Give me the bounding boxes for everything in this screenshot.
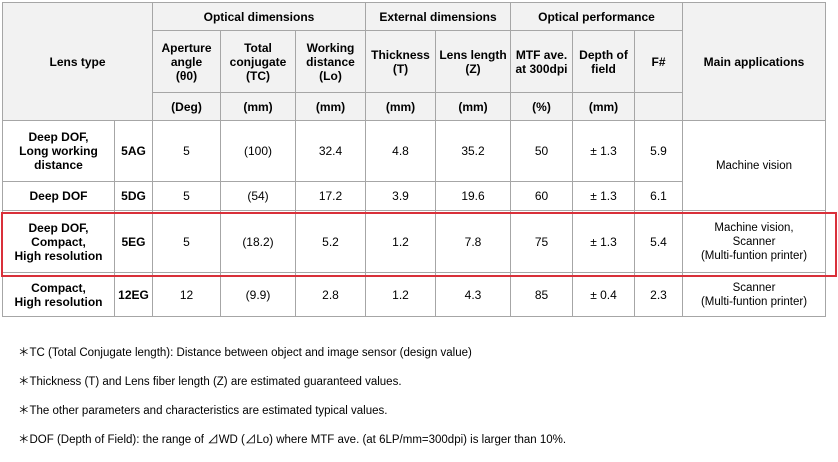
note-dof: ＊DOF (Depth of Field): the range of ⊿WD … (18, 434, 567, 446)
thickness-value: 4.8 (365, 120, 436, 182)
f-value: 5.9 (634, 120, 683, 182)
unit-mtf: (%) (510, 92, 573, 121)
optical-performance-header: Optical performance (510, 2, 683, 31)
note-thickness: ＊Thickness (T) and Lens fiber length (Z)… (18, 376, 402, 388)
length-value: 35.2 (435, 120, 511, 182)
tc-value: (54) (220, 181, 296, 211)
application-scanner: Scanner (Multi-funtion printer) (682, 272, 826, 317)
application-machine-vision: Machine vision (682, 120, 826, 211)
mtf-value: 60 (510, 181, 573, 211)
tc-value: (18.2) (220, 210, 296, 273)
dof-value: ± 0.4 (572, 272, 635, 317)
lens-name: Compact, High resolution (2, 272, 115, 317)
aperture-value: 5 (152, 210, 221, 273)
table-row: Deep DOF 5DG 5 (54) 17.2 3.9 19.6 60 ± 1… (2, 181, 826, 211)
lens-code: 5DG (114, 181, 153, 211)
tc-value: (9.9) (220, 272, 296, 317)
lens-length-header: Lens length (Z) (435, 30, 511, 93)
thickness-header: Thickness (T) (365, 30, 436, 93)
f-value: 2.3 (634, 272, 683, 317)
working-distance-header: Working distance (Lo) (295, 30, 366, 93)
wd-value: 5.2 (295, 210, 366, 273)
wd-value: 32.4 (295, 120, 366, 182)
unit-wd: (mm) (295, 92, 366, 121)
depth-of-field-header: Depth of field (572, 30, 635, 93)
unit-length: (mm) (435, 92, 511, 121)
lens-type-header: Lens type (2, 2, 153, 121)
lens-spec-table-sheet: Lens type Optical dimensions External di… (2, 2, 826, 317)
lens-code: 5AG (114, 120, 153, 182)
lens-name: Deep DOF, Compact, High resolution (2, 210, 115, 273)
length-value: 19.6 (435, 181, 511, 211)
aperture-value: 5 (152, 120, 221, 182)
wd-value: 2.8 (295, 272, 366, 317)
lens-name: Deep DOF, Long working distance (2, 120, 115, 182)
dof-value: ± 1.3 (572, 120, 635, 182)
unit-aperture: (Deg) (152, 92, 221, 121)
table-row: Compact, High resolution 12EG 12 (9.9) 2.… (2, 272, 826, 317)
note-typical-values: ＊The other parameters and characteristic… (18, 405, 388, 417)
f-value: 6.1 (634, 181, 683, 211)
lens-code: 12EG (114, 272, 153, 317)
mtf-value: 85 (510, 272, 573, 317)
f-value: 5.4 (634, 210, 683, 273)
tc-value: (100) (220, 120, 296, 182)
external-dimensions-header: External dimensions (365, 2, 511, 31)
dof-value: ± 1.3 (572, 210, 635, 273)
unit-f (634, 92, 683, 121)
mtf-value: 50 (510, 120, 573, 182)
thickness-value: 1.2 (365, 210, 436, 273)
note-tc: ＊TC (Total Conjugate length): Distance b… (18, 347, 472, 359)
lens-code: 5EG (114, 210, 153, 273)
lens-name: Deep DOF (2, 181, 115, 211)
table-row: Deep DOF, Long working distance 5AG 5 (100… (2, 120, 826, 211)
aperture-angle-header: Aperture angle (θ0) (152, 30, 221, 93)
f-number-header: F# (634, 30, 683, 93)
table-row-highlighted: Deep DOF, Compact, High resolution 5EG 5 (… (2, 210, 826, 273)
aperture-value: 5 (152, 181, 221, 211)
wd-value: 17.2 (295, 181, 366, 211)
thickness-value: 1.2 (365, 272, 436, 317)
lens-spec-table: Lens type Optical dimensions External di… (2, 2, 826, 317)
length-value: 7.8 (435, 210, 511, 273)
main-applications-header: Main applications (682, 2, 826, 121)
length-value: 4.3 (435, 272, 511, 317)
mtf-header: MTF ave. at 300dpi (510, 30, 573, 93)
unit-thickness: (mm) (365, 92, 436, 121)
thickness-value: 3.9 (365, 181, 436, 211)
unit-tc: (mm) (220, 92, 296, 121)
application-machine-vision-scanner: Machine vision, Scanner (Multi-funtion pri… (682, 210, 826, 273)
dof-value: ± 1.3 (572, 181, 635, 211)
mtf-value: 75 (510, 210, 573, 273)
total-conjugate-header: Total conjugate (TC) (220, 30, 296, 93)
optical-dimensions-header: Optical dimensions (152, 2, 366, 31)
aperture-value: 12 (152, 272, 221, 317)
unit-dof: (mm) (572, 92, 635, 121)
